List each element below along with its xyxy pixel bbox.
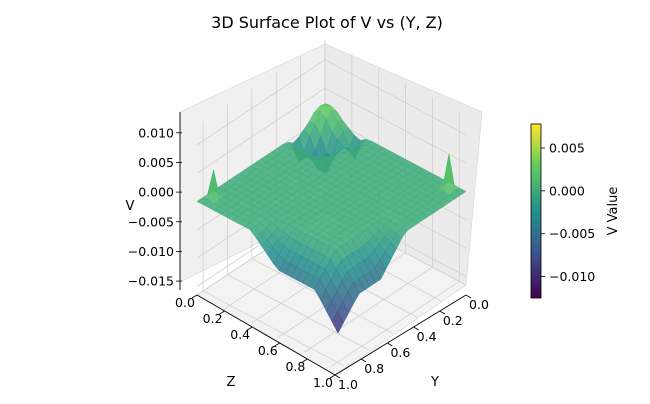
chart-title: 3D Surface Plot of V vs (Y, Z) [211,13,443,32]
y-axis-line [334,294,467,376]
z-tick-label: 0.8 [285,359,305,374]
colorbar [530,123,542,299]
y-tick-mark [465,294,472,299]
colorbar-label: V Value [606,187,621,236]
surface-patch [331,311,344,334]
v-tick-label: −0.005 [128,214,174,229]
y-tick-label: 1.0 [338,377,358,392]
z-tick-label: 0.4 [230,327,250,342]
v-tick-label: −0.010 [128,244,174,259]
y-tick-label: 0.6 [390,345,410,360]
z-axis-label: Z [227,375,236,390]
y-tick-mark [360,358,367,363]
colorbar-tick-label: −0.010 [549,269,595,284]
y-tick-label: 0.4 [417,329,437,344]
y-tick-mark [439,310,446,315]
z-axis-ticks: 0.0 0.2 0.4 0.6 0.8 1.0 [175,294,336,390]
grid-line [331,281,460,367]
v-axis-label: V [126,199,135,214]
axis-lines [179,112,467,376]
z-tick-mark [219,310,225,315]
grid-line [304,266,433,353]
z-tick-mark [191,294,198,299]
z-tick-mark [274,342,281,347]
y-tick-label: 0.0 [469,297,489,312]
colorbar-ticks: −0.010 −0.005 0.000 0.005 [541,141,595,284]
z-tick-mark [329,374,336,379]
z-axis-line [196,294,336,376]
grid-line [227,274,369,351]
colorbar-tick-label: 0.000 [549,183,585,198]
v-tick-label: −0.015 [128,274,174,289]
y-tick-label: 0.8 [364,361,384,376]
z-tick-label: 1.0 [313,375,333,390]
z-tick-mark [246,326,253,331]
grid-line [196,59,467,146]
y-axis-ticks: 0.0 0.2 0.4 0.6 0.8 1.0 [334,294,489,392]
y-tick-mark [334,374,341,379]
y-tick-mark [413,326,419,331]
z-tick-label: 0.0 [175,295,195,310]
v-tick-label: 0.000 [138,185,174,200]
colorbar-tick-label: −0.005 [549,226,595,241]
z-tick-label: 0.2 [203,311,223,326]
surface [196,103,467,334]
y-tick-label: 0.2 [443,313,463,328]
y-axis-label: Y [430,375,439,390]
grid-line [196,87,467,174]
z-tick-mark [302,358,308,363]
v-axis-ticks: −0.015 −0.010 −0.005 0.000 0.005 0.010 [128,125,182,289]
v-tick-label: 0.010 [138,125,174,140]
v-tick-label: 0.005 [138,155,174,170]
y-tick-mark [387,342,393,347]
z-tick-label: 0.6 [258,343,278,358]
grid-line [202,290,345,367]
colorbar-tick-label: 0.005 [549,141,585,156]
